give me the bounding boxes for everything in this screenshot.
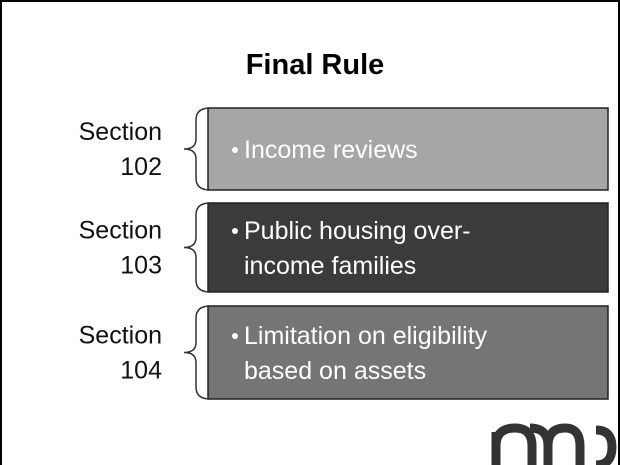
title: Final Rule — [246, 49, 385, 81]
logo — [491, 423, 617, 465]
item-text: Limitation on eligibility — [244, 322, 488, 350]
section-box — [207, 202, 609, 293]
bullet — [232, 333, 238, 339]
section-label: Section — [79, 118, 162, 146]
section-box — [207, 107, 609, 191]
sections: Section 102 Income reviews Section 103 Public… — [79, 107, 609, 400]
section-box — [207, 305, 609, 400]
section-number: 103 — [120, 252, 162, 280]
section-number: 104 — [120, 357, 162, 385]
brace — [183, 107, 211, 191]
section-number: 102 — [120, 153, 162, 181]
bullet — [232, 228, 238, 234]
item-text: based on assets — [244, 357, 426, 385]
section-label: Section — [79, 217, 162, 245]
item-text: Public housing over- — [244, 217, 471, 245]
item-text: income families — [244, 252, 416, 280]
section-label: Section — [79, 322, 162, 350]
brace — [183, 305, 211, 400]
bullet — [232, 147, 238, 153]
brace — [183, 202, 211, 293]
item-text: Income reviews — [244, 136, 418, 164]
